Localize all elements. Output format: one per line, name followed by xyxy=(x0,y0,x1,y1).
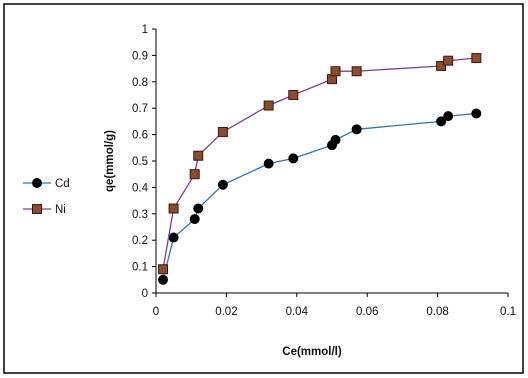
data-point-ni xyxy=(330,66,341,77)
legend-item-cd: Cd xyxy=(23,178,70,190)
y-tick-label: 0.9 xyxy=(132,50,148,62)
data-point-cd xyxy=(288,153,299,164)
plot-area: 00.10.20.30.40.50.60.70.80.91 0 0.02 0.04 0… xyxy=(132,24,516,318)
legend-label-cd: Cd xyxy=(55,178,70,190)
y-tick-label: 0.3 xyxy=(132,209,148,221)
y-tick-label: 1 xyxy=(142,24,148,36)
series-ni xyxy=(158,53,482,275)
x-tick-label: 0.1 xyxy=(500,306,516,318)
data-point-ni xyxy=(471,53,482,64)
data-point-cd xyxy=(217,179,228,190)
legend: Cd Ni xyxy=(23,178,70,216)
x-tick-label: 0.02 xyxy=(215,306,237,318)
data-point-ni xyxy=(351,66,362,77)
legend-label-ni: Ni xyxy=(55,204,66,216)
y-tick-label: 0 xyxy=(142,288,148,300)
data-point-ni xyxy=(189,169,200,180)
data-point-cd xyxy=(189,214,200,225)
data-point-cd xyxy=(471,108,482,119)
x-axis-ticks: 0 0.02 0.04 0.06 0.08 0.1 xyxy=(153,293,516,318)
y-tick-label: 0.7 xyxy=(132,103,148,115)
data-point-cd xyxy=(436,116,447,127)
y-tick-label: 0.6 xyxy=(132,130,148,142)
data-point-cd xyxy=(351,124,362,135)
data-point-ni xyxy=(263,100,274,111)
y-tick-label: 0.4 xyxy=(132,182,149,194)
y-tick-label: 0.8 xyxy=(132,77,148,89)
x-tick-label: 0 xyxy=(153,306,159,318)
data-point-cd xyxy=(443,111,454,122)
data-point-ni xyxy=(436,60,447,71)
legend-item-ni: Ni xyxy=(23,204,66,216)
data-point-ni xyxy=(168,203,179,214)
y-tick-label: 0.5 xyxy=(132,156,148,168)
data-point-ni xyxy=(288,90,299,100)
x-tick-label: 0.08 xyxy=(426,306,448,318)
data-point-ni xyxy=(158,264,169,275)
y-axis-ticks: 0 0.1 0.2 0.3 0.4 0.5 0.6 0.7 0.8 0.9 1 xyxy=(132,24,156,300)
data-point-cd xyxy=(330,134,341,145)
x-axis-title: Ce(mmol/l) xyxy=(282,346,342,358)
y-tick-label: 0.2 xyxy=(132,235,148,247)
x-tick-label: 0.06 xyxy=(356,306,378,318)
series-cd xyxy=(158,108,482,285)
series-layer xyxy=(158,53,482,285)
y-tick-label: 0.1 xyxy=(132,262,148,274)
legend-marker-ni xyxy=(32,204,42,214)
x-tick-label: 0.04 xyxy=(286,306,309,318)
data-point-ni xyxy=(193,150,204,161)
data-point-cd xyxy=(193,203,204,214)
data-point-cd xyxy=(168,232,179,243)
data-point-cd xyxy=(158,274,169,285)
data-point-ni xyxy=(217,126,228,137)
legend-marker-cd xyxy=(32,178,42,188)
y-axis-title: qe(mmol/g) xyxy=(104,130,116,192)
data-point-ni xyxy=(443,55,454,66)
data-point-cd xyxy=(263,158,274,169)
